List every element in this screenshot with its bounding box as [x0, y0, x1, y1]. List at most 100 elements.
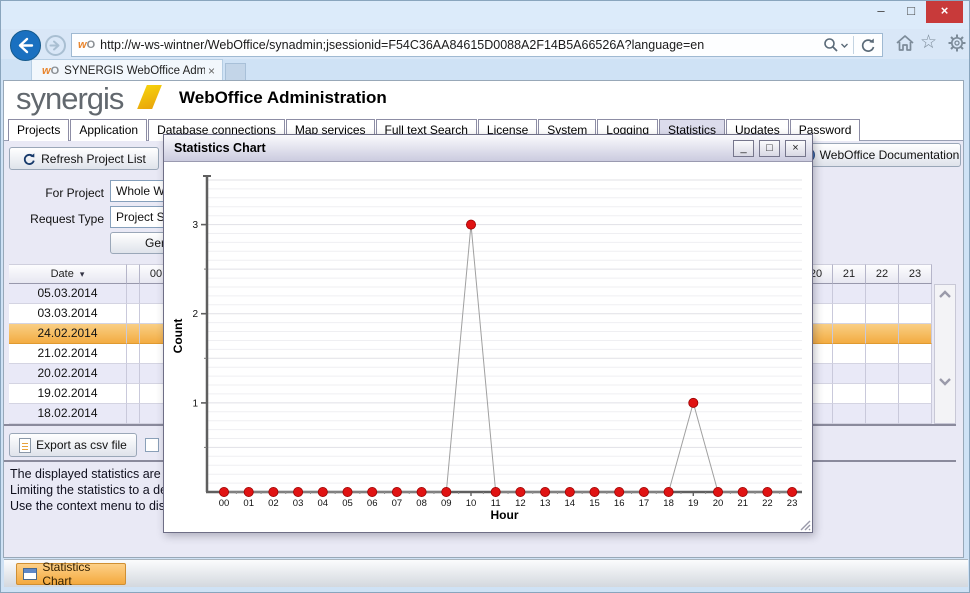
- hour-cell: [899, 284, 932, 304]
- documentation-label: WebOffice Documentation: [819, 148, 960, 162]
- hour-cell: [866, 384, 899, 404]
- svg-text:16: 16: [614, 498, 625, 509]
- svg-text:15: 15: [589, 498, 600, 509]
- favorites-button[interactable]: ☆: [920, 32, 942, 54]
- table-scrollbar[interactable]: [934, 284, 956, 424]
- window-icon: [23, 568, 38, 580]
- forward-arrow-icon: [49, 40, 60, 51]
- statistics-chart-dialog: Statistics Chart _ □ × 1 2 3 00 01 02 03 04 05 06…: [163, 134, 813, 533]
- info-text-line: Use the context menu to disp: [10, 499, 172, 513]
- dialog-minimize-button[interactable]: _: [733, 139, 754, 157]
- narrow-cell: [127, 304, 140, 324]
- back-button[interactable]: [10, 30, 41, 61]
- taskbar-item-label: Statistics Chart: [42, 560, 91, 588]
- date-cell[interactable]: 24.02.2014: [9, 324, 127, 344]
- home-icon: [896, 35, 914, 51]
- svg-text:14: 14: [565, 498, 576, 509]
- hour-cell: [833, 364, 866, 384]
- scroll-down-icon[interactable]: [935, 373, 955, 389]
- export-csv-button[interactable]: Export as csv file: [9, 433, 137, 457]
- date-cell[interactable]: 19.02.2014: [9, 384, 127, 404]
- narrow-cell: [127, 324, 140, 344]
- resize-grip-icon[interactable]: [798, 518, 811, 531]
- svg-text:04: 04: [318, 498, 329, 509]
- csv-file-icon: [19, 437, 32, 453]
- svg-text:06: 06: [367, 498, 378, 509]
- settings-button[interactable]: [946, 32, 968, 54]
- export-csv-label: Export as csv file: [36, 438, 127, 452]
- window-minimize-button[interactable]: –: [877, 3, 885, 18]
- forward-button[interactable]: [45, 35, 66, 56]
- dialog-close-button[interactable]: ×: [785, 139, 806, 157]
- svg-text:3: 3: [192, 220, 198, 231]
- synergis-logo: synergis: [16, 81, 124, 116]
- page-title: WebOffice Administration: [179, 88, 387, 107]
- tab-title: SYNERGIS WebOffice Admi...: [64, 64, 205, 77]
- url-text[interactable]: http://w-ws-wintner/WebOffice/synadmin;j…: [100, 38, 705, 52]
- tab-application[interactable]: Application: [70, 119, 148, 141]
- hour-cell: [899, 304, 932, 324]
- narrow-cell: [127, 284, 140, 304]
- svg-text:17: 17: [639, 498, 650, 509]
- refresh-icon[interactable]: [858, 36, 878, 54]
- svg-text:03: 03: [293, 498, 304, 509]
- date-cell[interactable]: 18.02.2014: [9, 404, 127, 424]
- svg-text:12: 12: [515, 498, 526, 509]
- window-maximize-button[interactable]: □: [907, 3, 915, 18]
- window-close-button[interactable]: ×: [926, 1, 963, 23]
- hour-cell: [833, 384, 866, 404]
- hour-column-header-22[interactable]: 22: [866, 264, 899, 284]
- svg-text:01: 01: [243, 498, 254, 509]
- svg-text:Hour: Hour: [491, 508, 519, 522]
- hour-cell: [899, 404, 932, 424]
- refresh-project-list-button[interactable]: Refresh Project List: [9, 147, 159, 170]
- narrow-cell: [127, 344, 140, 364]
- search-icon[interactable]: [822, 36, 840, 54]
- dialog-titlebar[interactable]: Statistics Chart _ □ ×: [164, 135, 812, 162]
- svg-text:02: 02: [268, 498, 279, 509]
- search-dropdown-caret-icon[interactable]: [840, 36, 849, 54]
- tab-projects[interactable]: Projects: [8, 119, 70, 141]
- synergis-logo-slash-icon: [137, 85, 162, 109]
- svg-text:18: 18: [663, 498, 674, 509]
- svg-text:22: 22: [762, 498, 773, 509]
- narrow-cell: [127, 364, 140, 384]
- hour-cell: [866, 284, 899, 304]
- statistics-checkbox[interactable]: [145, 438, 159, 452]
- date-column-header[interactable]: Date ▾: [9, 264, 127, 284]
- scroll-up-icon[interactable]: [935, 287, 955, 303]
- hour-column-header-21[interactable]: 21: [833, 264, 866, 284]
- svg-text:Count: Count: [171, 319, 185, 354]
- page-header: synergis WebOffice Administration: [4, 81, 963, 119]
- svg-text:07: 07: [392, 498, 403, 509]
- narrow-column-header[interactable]: [127, 264, 140, 284]
- hour-cell: [866, 404, 899, 424]
- hour-cell: [833, 304, 866, 324]
- tab-favicon: wO: [42, 64, 60, 77]
- home-button[interactable]: [894, 32, 916, 54]
- url-bar[interactable]: wO http://w-ws-wintner/WebOffice/synadmi…: [71, 33, 883, 57]
- hour-cell: [833, 344, 866, 364]
- dialog-maximize-button[interactable]: □: [759, 139, 780, 157]
- svg-text:20: 20: [713, 498, 724, 509]
- date-cell[interactable]: 05.03.2014: [9, 284, 127, 304]
- date-cell[interactable]: 20.02.2014: [9, 364, 127, 384]
- date-cell[interactable]: 21.02.2014: [9, 344, 127, 364]
- hour-cell: [899, 364, 932, 384]
- page-taskbar: Statistics Chart: [4, 559, 968, 588]
- date-cell[interactable]: 03.03.2014: [9, 304, 127, 324]
- sort-desc-icon[interactable]: ▾: [79, 268, 85, 279]
- hour-cell: [833, 284, 866, 304]
- dialog-title: Statistics Chart: [174, 141, 266, 155]
- browser-tab[interactable]: wO SYNERGIS WebOffice Admi... ×: [31, 59, 223, 81]
- hour-column-header-23[interactable]: 23: [899, 264, 932, 284]
- svg-text:2: 2: [192, 309, 198, 320]
- tab-close-icon[interactable]: ×: [207, 63, 215, 78]
- weboffice-documentation-button[interactable]: WebOffice Documentation: [799, 143, 961, 167]
- taskbar-item-statistics-chart[interactable]: Statistics Chart: [16, 560, 126, 588]
- new-tab-stub[interactable]: [225, 63, 246, 81]
- refresh-circular-icon: [24, 152, 35, 165]
- svg-text:05: 05: [342, 498, 353, 509]
- browser-titlebar: – □ ×: [1, 1, 969, 29]
- narrow-cell: [127, 404, 140, 424]
